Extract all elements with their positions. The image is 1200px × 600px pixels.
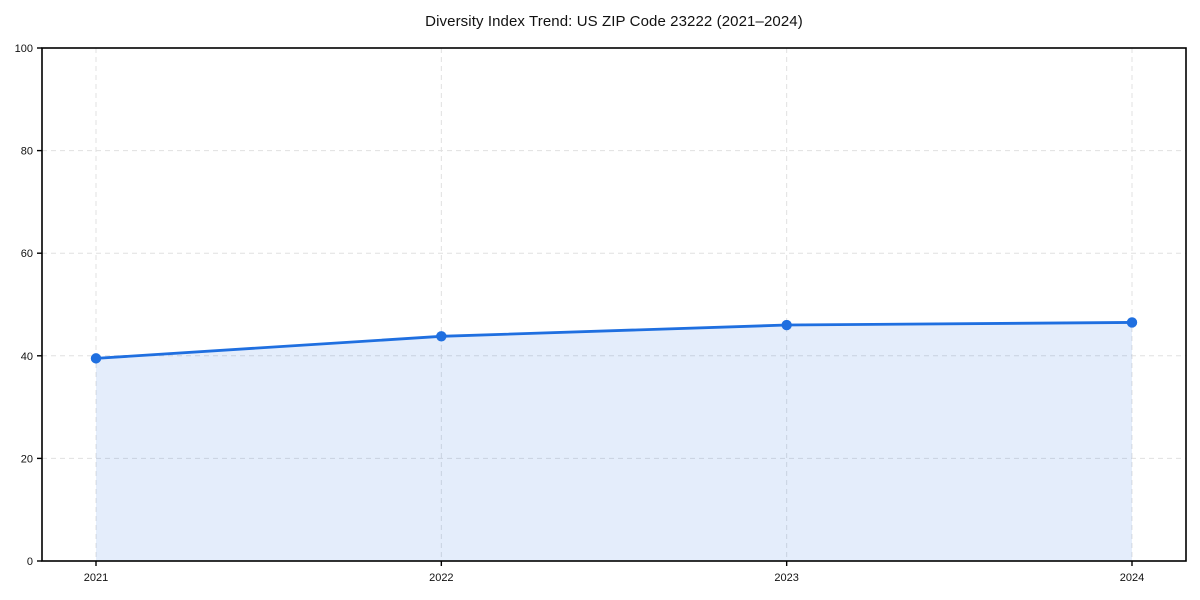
x-tick-label: 2022: [429, 572, 453, 584]
area-fill: [96, 322, 1132, 561]
data-point: [1126, 317, 1138, 328]
x-tick-label: 2024: [1120, 572, 1144, 584]
chart-title: Diversity Index Trend: US ZIP Code 23222…: [425, 13, 803, 30]
data-point: [90, 353, 102, 364]
data-point: [781, 319, 792, 331]
trend-line: [94, 321, 1134, 360]
y-tick-label: 80: [21, 146, 33, 158]
y-tick-label: 0: [27, 556, 33, 568]
x-tick-label: 2021: [84, 572, 108, 584]
y-tick-label: 100: [15, 43, 33, 55]
data-point: [436, 331, 447, 342]
y-tick-label: 40: [21, 351, 33, 363]
y-tick-label: 60: [21, 248, 33, 260]
x-tick-label: 2023: [774, 572, 798, 584]
y-tick-label: 20: [21, 453, 33, 465]
plot-border: [41, 47, 1187, 562]
